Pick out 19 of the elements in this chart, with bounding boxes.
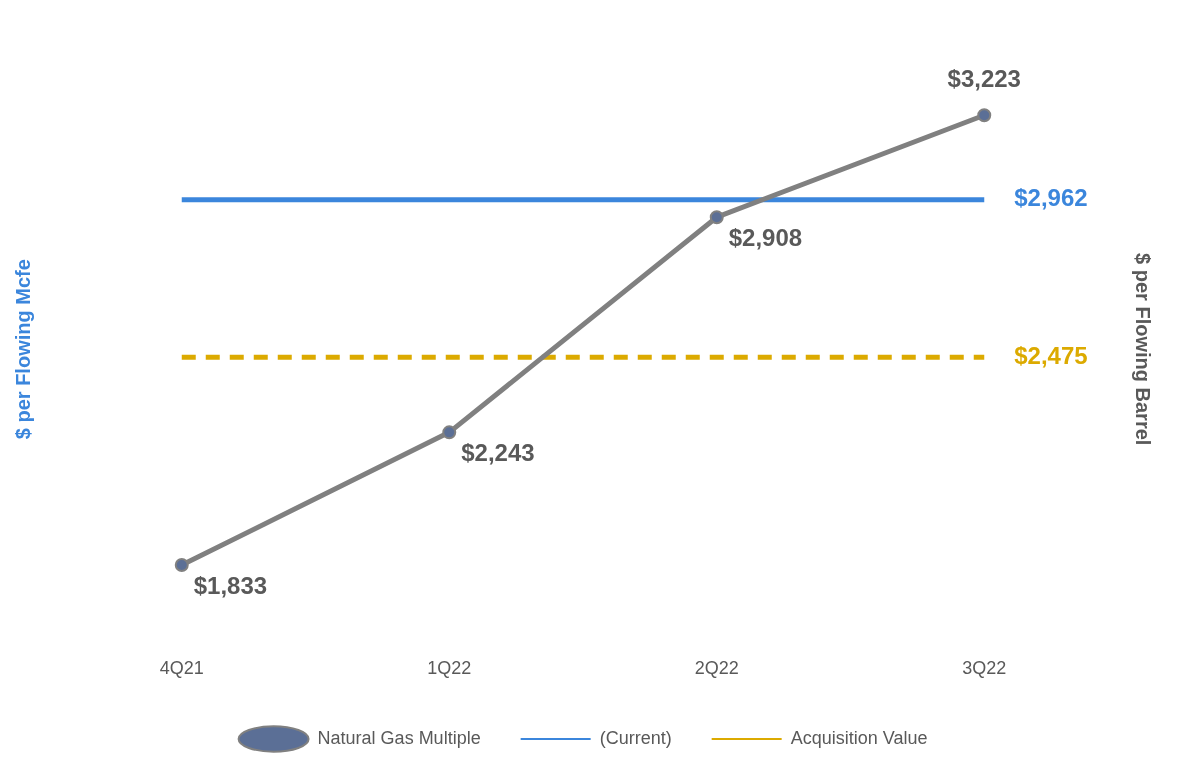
data-label: $1,833 bbox=[193, 571, 268, 599]
y-axis-title: $ per Flowing Mcfe bbox=[11, 259, 34, 440]
data-label: $2,243 bbox=[461, 438, 535, 466]
legend-label: Acquisition Value bbox=[790, 727, 928, 748]
data-label: $3,223 bbox=[947, 64, 1021, 92]
data-label: $2,475 bbox=[1014, 341, 1088, 369]
x-tick-label: 4Q21 bbox=[159, 658, 204, 679]
point bbox=[977, 108, 992, 123]
data-label: $2,908 bbox=[728, 223, 803, 251]
point bbox=[442, 425, 457, 440]
x-tick-label: 3Q22 bbox=[962, 658, 1007, 679]
data-label: $2,962 bbox=[1014, 184, 1088, 212]
x-tick-label: 2Q22 bbox=[694, 658, 739, 679]
y2-axis-title: $ per Flowing Barrel bbox=[1132, 253, 1155, 446]
point bbox=[709, 210, 724, 225]
point bbox=[174, 558, 189, 573]
legend-label: Natural Gas Multiple bbox=[317, 727, 481, 748]
x-tick-label: 1Q22 bbox=[427, 658, 472, 679]
legend-label: (Current) bbox=[599, 727, 672, 748]
